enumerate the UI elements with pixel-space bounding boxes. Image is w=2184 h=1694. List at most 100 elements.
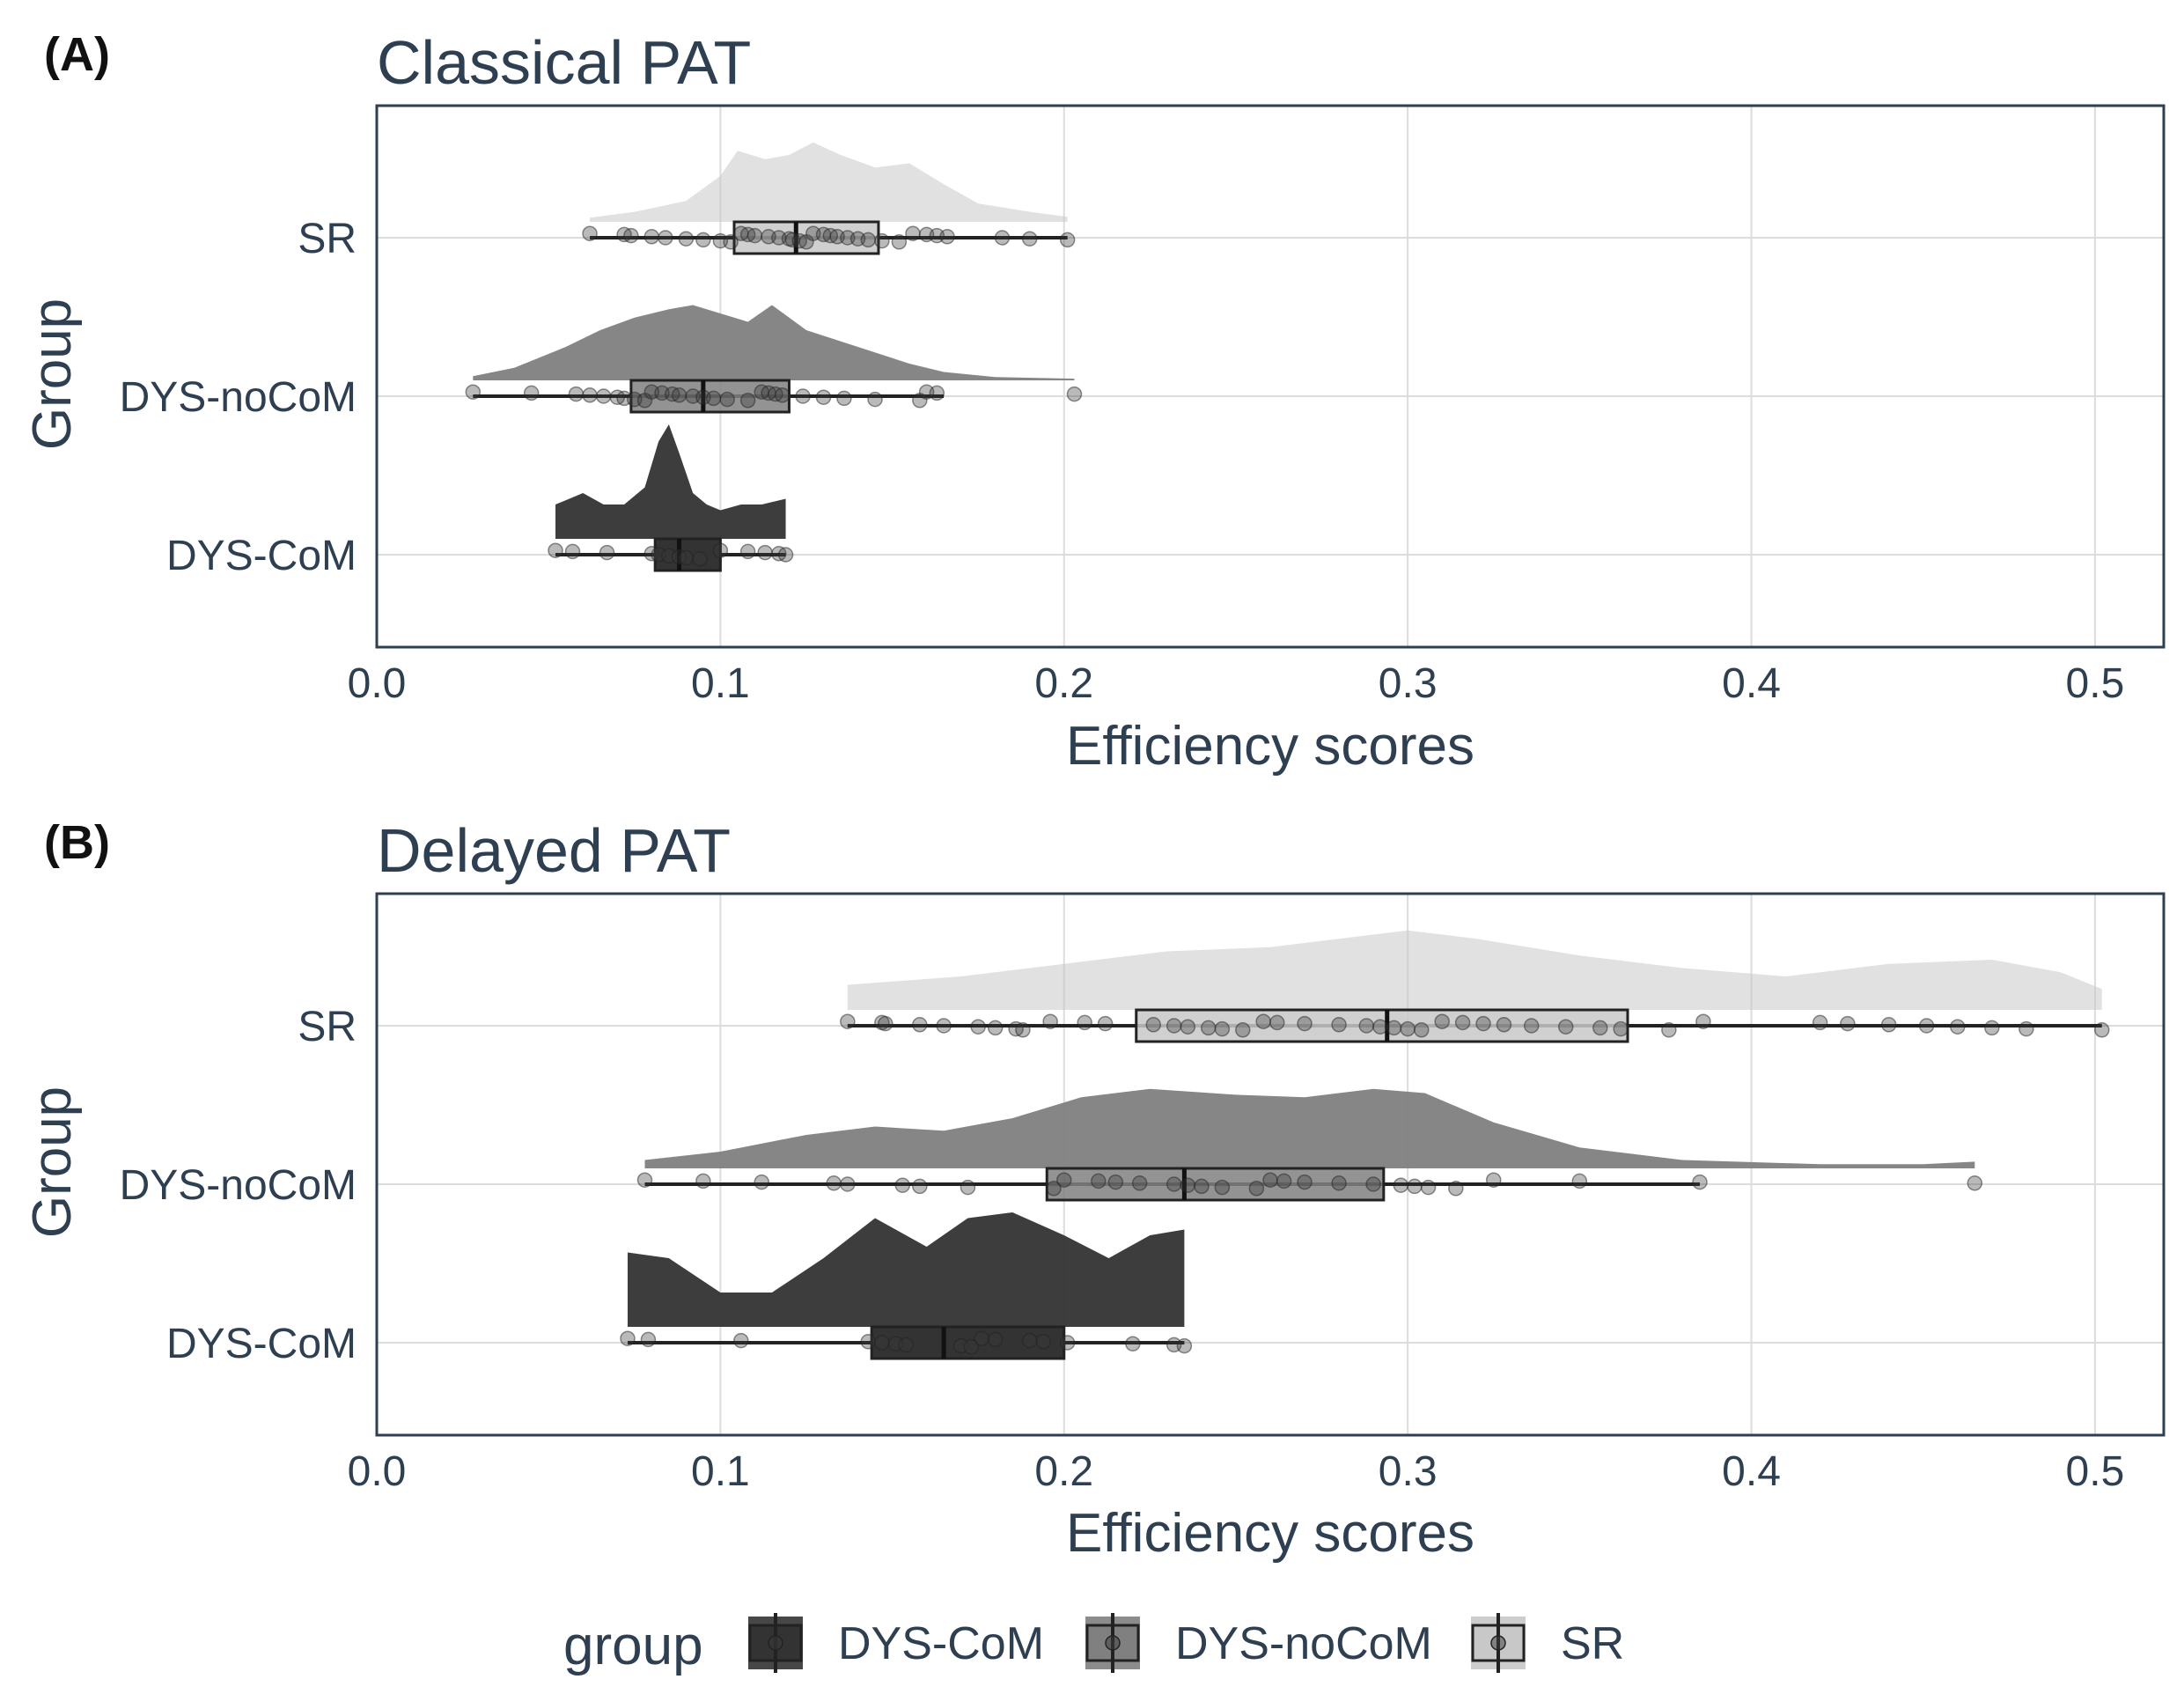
- legend-label-sr: SR: [1561, 1618, 1624, 1669]
- data-point-sr: [874, 232, 890, 249]
- data-point-sr: [840, 1013, 856, 1029]
- data-point-dys-nocom: [1420, 1179, 1437, 1196]
- data-point-sr: [1661, 1022, 1677, 1038]
- x-tick-label: 0.3: [1379, 1448, 1438, 1495]
- x-tick-label: 0.4: [1722, 660, 1781, 707]
- data-point-sr: [1400, 1020, 1416, 1037]
- data-point-sr: [1523, 1018, 1540, 1034]
- x-tick-label: 0.5: [2066, 1448, 2125, 1495]
- legend-title: group: [563, 1616, 703, 1676]
- data-point-dys-nocom: [929, 385, 945, 401]
- data-point-sr: [1297, 1015, 1313, 1032]
- data-point-sr: [1613, 1020, 1629, 1037]
- data-point-dys-nocom: [695, 1173, 711, 1189]
- data-point-sr: [1097, 1015, 1114, 1032]
- legend: group DYS-CoM DYS-noCoM SR: [563, 1613, 1624, 1676]
- data-point-dys-nocom: [1056, 1172, 1072, 1188]
- legend-keys: [748, 1613, 1526, 1673]
- data-point-sr: [582, 225, 598, 241]
- data-point-dys-com: [692, 551, 708, 567]
- data-point-sr: [1812, 1014, 1828, 1031]
- density-cloud-dys-com: [627, 1212, 1185, 1327]
- data-point-dys-com: [548, 542, 563, 558]
- legend-key-point-dys-com: [768, 1635, 783, 1651]
- panel-tag-a: (A): [44, 28, 110, 81]
- data-point-dys-com: [712, 542, 729, 558]
- x-tick-label: 0.4: [1722, 1448, 1781, 1495]
- chart-title-b: Delayed PAT: [377, 816, 731, 885]
- data-point-sr: [905, 225, 921, 241]
- data-point-dys-com: [564, 543, 581, 560]
- data-point-sr: [1358, 1018, 1375, 1034]
- data-point-dys-com: [739, 543, 756, 560]
- data-point-sr: [1475, 1015, 1491, 1032]
- data-point-dys-com: [599, 544, 615, 561]
- chart-title-a: Classical PAT: [377, 28, 751, 97]
- data-point-sr: [623, 227, 639, 244]
- data-point-sr: [695, 232, 711, 248]
- legend-label-dys-nocom: DYS-noCoM: [1175, 1618, 1432, 1669]
- data-point-sr: [1077, 1014, 1092, 1031]
- density-cloud-dys-com: [555, 424, 786, 539]
- density-cloud-sr: [847, 930, 2102, 1010]
- y-axis-label-b: Group: [22, 1086, 83, 1238]
- data-point-sr: [1434, 1013, 1450, 1029]
- data-point-sr: [1214, 1020, 1231, 1037]
- data-point-sr: [746, 227, 763, 244]
- data-point-dys-nocom: [671, 387, 688, 403]
- data-point-dys-nocom: [960, 1179, 976, 1196]
- data-point-dys-nocom: [774, 387, 791, 403]
- data-point-sr: [878, 1015, 893, 1032]
- data-point-dys-nocom: [815, 389, 832, 405]
- data-point-sr: [1042, 1013, 1058, 1029]
- data-point-sr: [1695, 1013, 1711, 1029]
- plot-area-b: 0.0 0.1 0.2 0.3 0.4 0.5 SR DYS-noCoM DYS-CoM: [120, 892, 2166, 1495]
- data-point-sr: [1496, 1017, 1512, 1033]
- data-point-sr: [1166, 1018, 1182, 1034]
- data-point-dys-com: [757, 544, 773, 561]
- plot-frame: [375, 892, 2166, 1437]
- legend-key-point-dys-nocom: [1105, 1635, 1121, 1651]
- density-cloud-sr: [590, 142, 1068, 222]
- data-point-dys-com: [678, 549, 695, 566]
- y-tick-label: SR: [298, 216, 357, 262]
- data-point-dys-nocom: [894, 1177, 911, 1193]
- data-point-sr: [2019, 1020, 2034, 1037]
- data-point-dys-com: [1035, 1334, 1052, 1350]
- x-axis-label-b: Efficiency scores: [1066, 1503, 1474, 1564]
- data-point-sr: [1269, 1014, 1285, 1031]
- data-point-dys-nocom: [1365, 1176, 1381, 1192]
- data-point-dys-nocom: [836, 390, 852, 407]
- data-point-sr: [1180, 1019, 1196, 1035]
- x-tick-label: 0.2: [1034, 1448, 1093, 1495]
- data-point-dys-nocom: [719, 391, 735, 408]
- data-point-dys-com: [1021, 1332, 1038, 1349]
- data-point-dys-com: [620, 1330, 636, 1346]
- data-point-sr: [1372, 1019, 1388, 1035]
- data-point-dys-com: [974, 1330, 989, 1346]
- x-tick-label: 0.1: [691, 1448, 750, 1495]
- legend-label-dys-com: DYS-CoM: [838, 1618, 1044, 1669]
- data-point-dys-nocom: [582, 387, 598, 403]
- x-tick-label: 0.0: [348, 1448, 407, 1495]
- data-point-dys-nocom: [867, 391, 883, 408]
- data-point-sr: [1454, 1014, 1471, 1031]
- data-point-sr: [2093, 1022, 2110, 1038]
- data-point-sr: [1200, 1020, 1217, 1036]
- panel-tag-b: (B): [44, 816, 110, 869]
- data-point-dys-nocom: [1107, 1174, 1124, 1190]
- x-tick-label: 0.1: [691, 660, 750, 707]
- data-point-sr: [939, 229, 955, 245]
- data-point-dys-com: [898, 1337, 914, 1353]
- x-tick-label: 0.5: [2066, 660, 2125, 707]
- data-point-sr: [1984, 1020, 2000, 1036]
- data-point-sr: [1880, 1017, 1897, 1033]
- legend-key-point-sr: [1490, 1635, 1506, 1651]
- data-point-dys-com: [733, 1332, 749, 1349]
- y-tick-label: SR: [298, 1004, 357, 1050]
- data-point-dys-nocom: [754, 1174, 769, 1190]
- data-point-dys-nocom: [523, 385, 540, 401]
- data-point-dys-com: [640, 1331, 657, 1348]
- data-point-dys-com: [1176, 1337, 1193, 1354]
